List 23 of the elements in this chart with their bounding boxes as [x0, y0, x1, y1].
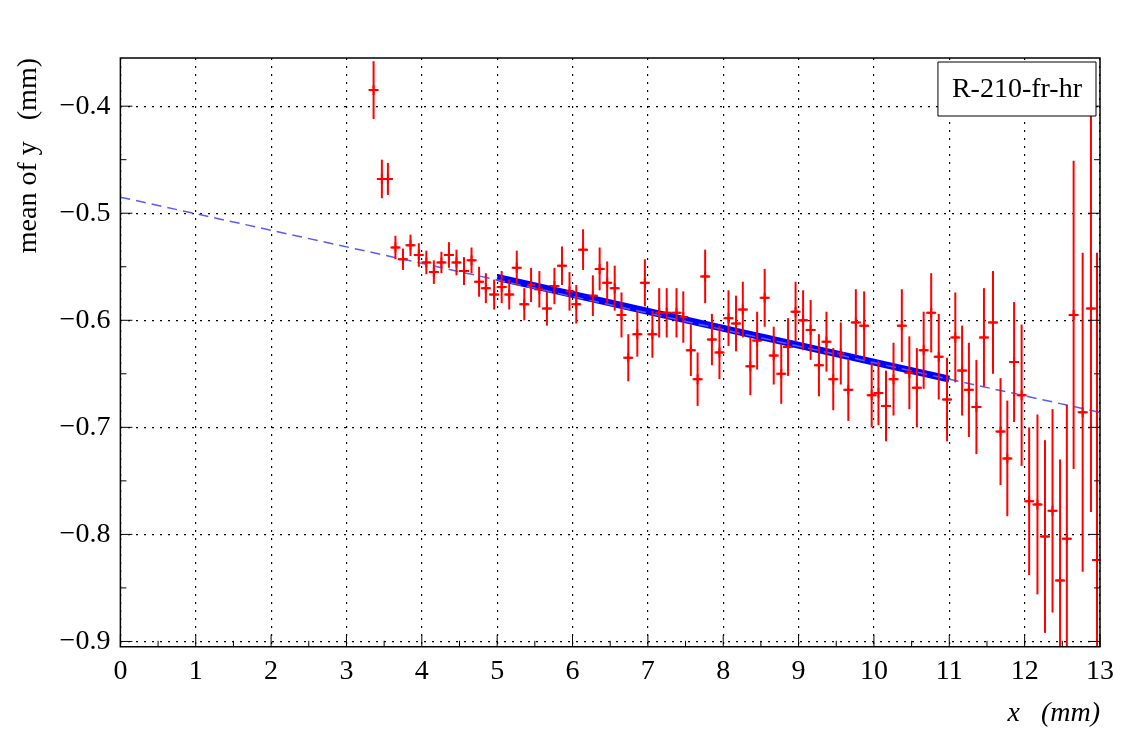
y-axis-title: mean of y (mm): [11, 58, 43, 254]
x-tick-label: 2: [264, 653, 279, 685]
x-tick-label: 10: [859, 653, 888, 685]
x-tick-label: 11: [935, 653, 963, 685]
x-tick-label: 8: [716, 653, 731, 685]
x-tick-label: 7: [640, 653, 655, 685]
x-tick-label: 3: [339, 653, 354, 685]
y-tick-label: −0.6: [59, 302, 111, 334]
x-tick-label: 5: [490, 653, 505, 685]
x-tick-label: 9: [791, 653, 806, 685]
x-tick-label: 13: [1086, 653, 1114, 685]
y-tick-label: −0.7: [59, 409, 111, 441]
y-tick-label: −0.9: [59, 623, 111, 655]
x-tick-label: 4: [414, 653, 429, 685]
y-tick-label: −0.4: [59, 88, 111, 120]
x-tick-label: 1: [188, 653, 203, 685]
y-tick-label: −0.8: [59, 516, 111, 548]
x-axis-title: x (mm): [1006, 695, 1100, 727]
y-tick-label: −0.5: [59, 195, 111, 227]
annotation: R-210-fr-hr: [951, 72, 1083, 104]
x-tick-label: 6: [565, 653, 580, 685]
x-tick-label: 12: [1010, 653, 1039, 685]
x-tick-label: 0: [113, 653, 128, 685]
